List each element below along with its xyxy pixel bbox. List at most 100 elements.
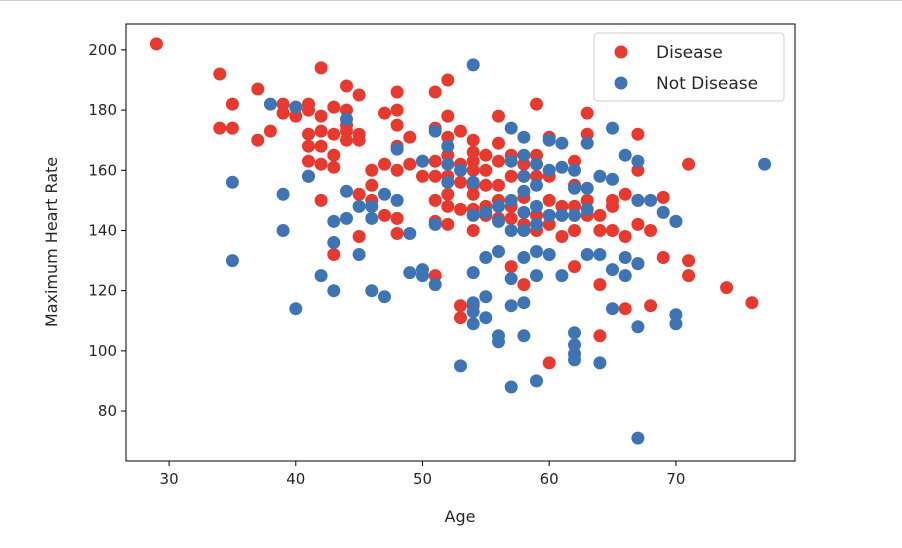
data-point-disease-18	[314, 61, 328, 75]
y-tick-label-100: 100	[88, 342, 117, 360]
data-point-disease-114	[542, 193, 556, 207]
data-point-not-disease-58	[504, 299, 518, 313]
data-point-disease-22	[314, 157, 328, 171]
data-point-not-disease-0	[225, 175, 239, 189]
data-point-not-disease-96	[593, 248, 607, 261]
data-point-disease-56	[428, 85, 442, 99]
data-point-not-disease-54	[504, 154, 518, 168]
legend-marker-not-disease	[614, 76, 628, 90]
data-point-disease-3	[225, 97, 239, 111]
data-point-not-disease-28	[416, 269, 429, 283]
data-point-disease-78	[466, 145, 480, 159]
data-point-not-disease-109	[631, 431, 645, 445]
data-point-disease-143	[644, 224, 658, 237]
data-point-not-disease-69	[530, 157, 543, 171]
data-point-not-disease-65	[517, 224, 531, 237]
data-point-disease-26	[327, 148, 341, 162]
data-point-disease-1	[213, 67, 227, 81]
data-point-not-disease-91	[580, 136, 594, 150]
data-point-not-disease-22	[390, 142, 404, 156]
data-point-disease-44	[378, 208, 391, 222]
data-point-disease-130	[593, 278, 607, 292]
data-point-not-disease-3	[276, 187, 290, 201]
data-point-disease-133	[606, 199, 619, 213]
data-point-not-disease-46	[479, 290, 493, 304]
data-point-disease-107	[530, 97, 543, 111]
y-tick-label-120: 120	[88, 282, 117, 300]
data-point-not-disease-71	[530, 199, 543, 213]
legend-marker-disease	[614, 45, 628, 59]
data-point-not-disease-80	[555, 136, 569, 150]
data-point-not-disease-67	[517, 296, 531, 310]
data-point-disease-42	[378, 106, 391, 120]
data-point-not-disease-36	[454, 359, 467, 373]
data-point-disease-23	[314, 193, 328, 207]
data-point-not-disease-37	[466, 58, 480, 72]
data-point-disease-64	[441, 109, 455, 123]
data-point-disease-145	[656, 190, 670, 204]
data-point-disease-8	[276, 97, 290, 111]
data-point-disease-98	[504, 169, 518, 183]
data-point-disease-149	[682, 254, 696, 268]
data-point-disease-92	[492, 136, 505, 150]
data-point-disease-117	[555, 199, 569, 213]
data-point-not-disease-111	[656, 205, 670, 219]
data-point-disease-123	[568, 260, 581, 274]
data-point-disease-144	[644, 299, 658, 313]
data-point-disease-82	[466, 187, 480, 201]
data-point-disease-6	[251, 133, 265, 147]
data-point-not-disease-78	[542, 208, 556, 222]
data-point-disease-7	[263, 124, 277, 138]
data-point-disease-84	[466, 224, 480, 237]
y-tick-label-140: 140	[88, 221, 117, 239]
data-point-not-disease-107	[631, 257, 645, 271]
data-point-not-disease-99	[606, 172, 619, 186]
data-point-disease-11	[289, 109, 303, 123]
data-point-disease-39	[365, 163, 379, 177]
data-point-disease-24	[327, 100, 341, 114]
data-point-disease-62	[428, 269, 442, 283]
data-point-not-disease-72	[530, 217, 543, 231]
data-point-not-disease-41	[466, 296, 480, 310]
data-point-not-disease-94	[580, 248, 594, 261]
data-point-disease-70	[441, 217, 455, 231]
data-point-not-disease-24	[403, 227, 417, 240]
data-point-not-disease-57	[504, 272, 518, 286]
data-point-not-disease-33	[441, 139, 455, 153]
data-point-disease-21	[314, 139, 328, 153]
data-point-disease-71	[454, 124, 467, 138]
data-point-not-disease-112	[669, 214, 683, 228]
data-point-not-disease-25	[403, 266, 417, 280]
data-point-not-disease-101	[606, 302, 619, 316]
data-point-not-disease-83	[555, 269, 569, 283]
data-point-disease-66	[441, 148, 455, 162]
data-point-not-disease-13	[340, 184, 353, 198]
data-point-disease-139	[631, 163, 645, 177]
data-point-not-disease-40	[466, 266, 480, 280]
data-point-not-disease-12	[340, 112, 353, 126]
data-point-not-disease-85	[568, 181, 581, 195]
data-point-disease-134	[606, 224, 619, 237]
data-point-disease-152	[745, 296, 759, 310]
data-point-not-disease-52	[492, 335, 505, 349]
data-point-disease-32	[340, 124, 353, 138]
data-point-disease-125	[580, 127, 594, 141]
data-point-disease-122	[568, 224, 581, 237]
legend: Disease Not Disease	[593, 32, 785, 102]
data-point-not-disease-11	[327, 284, 341, 298]
data-point-disease-118	[555, 230, 569, 243]
data-point-not-disease-76	[542, 133, 556, 147]
data-point-not-disease-88	[568, 338, 581, 352]
y-tick-label-180: 180	[88, 101, 117, 119]
data-point-disease-101	[504, 260, 518, 274]
legend-label-disease: Disease	[656, 43, 723, 63]
data-point-not-disease-29	[428, 124, 442, 138]
data-point-not-disease-108	[631, 320, 645, 334]
data-point-disease-73	[454, 175, 467, 189]
data-point-not-disease-45	[479, 251, 493, 264]
data-point-not-disease-39	[466, 208, 480, 222]
data-point-disease-49	[390, 163, 404, 177]
data-point-disease-131	[593, 329, 607, 343]
data-point-disease-146	[656, 251, 670, 264]
